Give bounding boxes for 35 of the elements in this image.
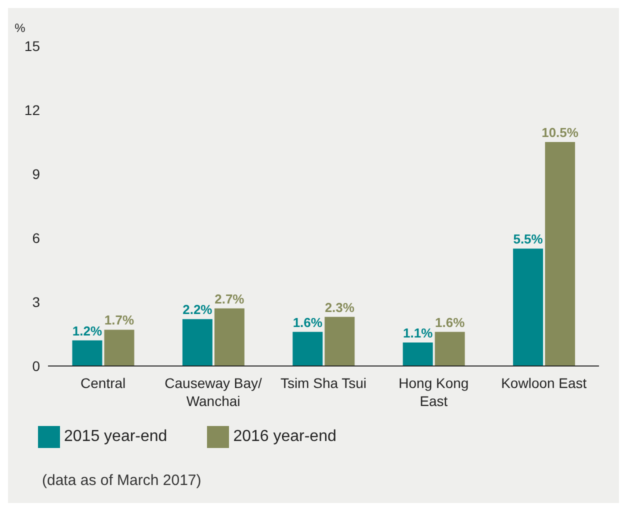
legend-label: 2016 year-end <box>233 428 336 446</box>
data-label: 1.7% <box>104 312 134 328</box>
x-tick-label: Tsim Sha Tsui <box>280 375 367 391</box>
bar <box>214 308 244 366</box>
data-label: 1.6% <box>435 314 466 330</box>
bar <box>324 316 355 366</box>
bar <box>513 248 544 366</box>
y-axis-title: % <box>14 21 26 35</box>
data-label: 1.6% <box>292 314 323 330</box>
data-label: 2.2% <box>182 302 213 318</box>
bar <box>72 340 102 366</box>
bar <box>292 332 323 366</box>
y-tick-label: 0 <box>32 358 40 374</box>
legend-label: 2015 year-end <box>64 428 168 446</box>
y-tick-label: 15 <box>24 38 40 54</box>
data-label: 1.1% <box>403 326 434 341</box>
y-tick-label: 3 <box>32 294 40 310</box>
data-label: 10.5% <box>542 125 579 140</box>
data-label: 2.3% <box>324 300 355 315</box>
y-tick-label: 12 <box>24 102 40 118</box>
data-label: 1.2% <box>72 323 102 338</box>
bar <box>545 142 576 366</box>
bar <box>104 330 134 366</box>
bar <box>182 319 212 366</box>
bar <box>402 342 433 366</box>
data-label: 5.5% <box>513 232 544 247</box>
x-tick-label: Causeway Bay/ Wanchai <box>164 375 262 409</box>
x-tick-label: Central <box>80 375 126 391</box>
text: (data as of March 2017) <box>42 472 202 489</box>
bar <box>434 332 465 366</box>
x-tick-label: Hong Kong East <box>398 375 469 409</box>
y-tick-label: 6 <box>32 230 40 246</box>
y-tick-label: 9 <box>32 166 40 182</box>
data-label: 2.7% <box>214 291 245 306</box>
x-tick-label: Kowloon East <box>501 375 587 391</box>
